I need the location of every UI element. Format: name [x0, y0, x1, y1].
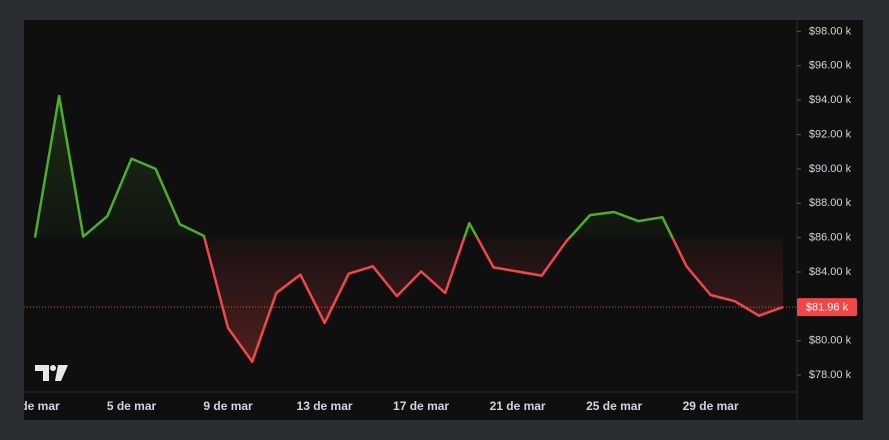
x-tick-label: 9 de mar — [203, 399, 253, 413]
y-tick-label: $84.00 k — [809, 266, 852, 278]
x-tick-label: 21 de mar — [490, 399, 546, 413]
y-tick-label: $90.00 k — [809, 163, 852, 175]
x-tick-label: 5 de mar — [107, 399, 157, 413]
y-tick-label: $80.00 k — [809, 335, 852, 347]
price-line — [33, 94, 784, 363]
last-price-label: $81.96 k — [806, 301, 849, 313]
x-tick-label: 13 de mar — [297, 399, 353, 413]
x-tick-label: 25 de mar — [586, 399, 642, 413]
last-price-badge — [797, 298, 857, 317]
y-tick-label: $78.00 k — [809, 369, 852, 381]
y-tick-label: $94.00 k — [809, 94, 852, 106]
x-tick-label: 29 de mar — [683, 399, 739, 413]
tv-logo — [35, 365, 68, 381]
time-axis: 1 de mar 5 de mar 9 de mar 13 de mar 17 de m… — [10, 399, 739, 413]
baseline-area — [35, 96, 784, 362]
y-tick-label: $96.00 k — [809, 60, 852, 72]
x-tick-label: 17 de mar — [393, 399, 449, 413]
y-tick-label: $98.00 k — [809, 25, 852, 37]
y-tick-label: $88.00 k — [809, 197, 852, 209]
y-tick-label: $86.00 k — [809, 232, 852, 244]
x-tick-label: 1 de mar — [10, 399, 60, 413]
y-tick-label: $92.00 k — [809, 128, 852, 140]
